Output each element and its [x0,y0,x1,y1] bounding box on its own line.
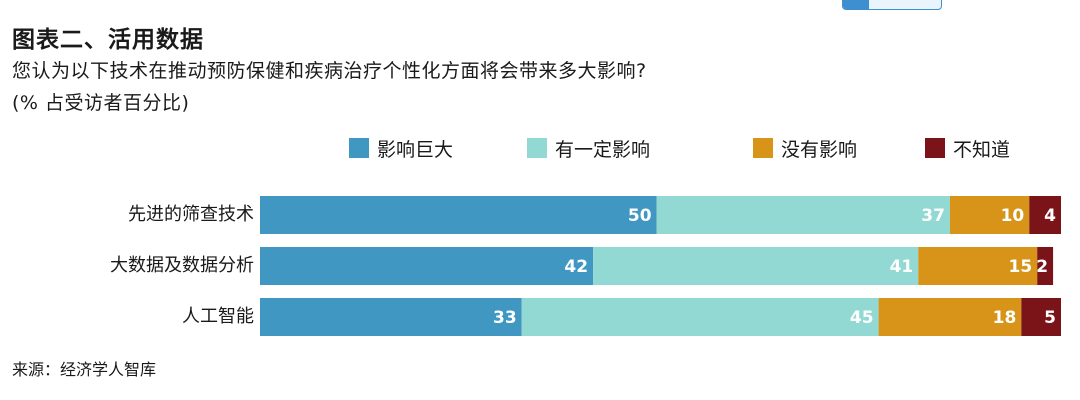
bar-label-screening-huge-impact: 50 [628,206,652,226]
bar-screening-huge-impact [260,196,657,234]
chart-subtitle: 您认为以下技术在推动预防保健和疾病治疗个性化方面将会带来多大影响? [12,60,647,82]
legend-item-no-impact: 没有影响 [753,136,858,161]
bar-big-data-dont-know [1037,247,1054,285]
legend-label-no-impact: 没有影响 [781,138,858,161]
bar-label-ai-huge-impact: 33 [493,308,517,328]
legend-swatch-dont-know [925,138,945,158]
legend-label-some-impact: 有一定影响 [555,138,651,161]
chart-title: 图表二、活用数据 [12,27,204,53]
bar-screening-dont-know [1029,196,1061,234]
bar-label-big-data-dont-know: 2 [1036,257,1048,277]
top-badge [842,0,942,10]
bar-ai-no-impact [878,298,1022,336]
unit-note: (% 占受访者百分比) [12,92,190,114]
bar-big-data-some-impact [593,247,919,285]
bar-label-ai-some-impact: 45 [850,308,874,328]
category-label-screening: 先进的筛查技术 [128,204,254,225]
bar-label-ai-no-impact: 18 [993,308,1017,328]
bar-label-ai-dont-know: 5 [1044,308,1056,328]
legend-item-dont-know: 不知道 [925,136,1011,161]
legend-item-some-impact: 有一定影响 [527,136,651,161]
bar-ai-huge-impact [260,298,522,336]
legend-swatch-some-impact [527,138,547,158]
bar-screening-some-impact [656,196,950,234]
legend-label-huge-impact: 影响巨大 [377,138,454,161]
bar-label-big-data-huge-impact: 42 [564,257,588,277]
bar-label-big-data-no-impact: 15 [1009,257,1033,277]
bar-big-data-huge-impact [260,247,594,285]
legend-item-huge-impact: 影响巨大 [349,136,454,161]
legend-label-dont-know: 不知道 [953,138,1011,161]
bar-ai-dont-know [1021,298,1061,336]
legend-swatch-no-impact [753,138,773,158]
source-note: 来源：经济学人智库 [12,360,157,379]
bar-label-screening-dont-know: 4 [1044,206,1056,226]
bar-screening-no-impact [949,196,1030,234]
legend-swatch-huge-impact [349,138,369,158]
top-badge-number [843,0,869,9]
category-label-ai: 人工智能 [182,306,254,327]
bar-label-screening-no-impact: 10 [1001,206,1025,226]
bar-label-screening-some-impact: 37 [921,206,945,226]
bar-big-data-no-impact [918,247,1038,285]
category-label-big-data: 大数据及数据分析 [110,255,254,276]
bar-label-big-data-some-impact: 41 [890,257,914,277]
bar-ai-some-impact [521,298,879,336]
